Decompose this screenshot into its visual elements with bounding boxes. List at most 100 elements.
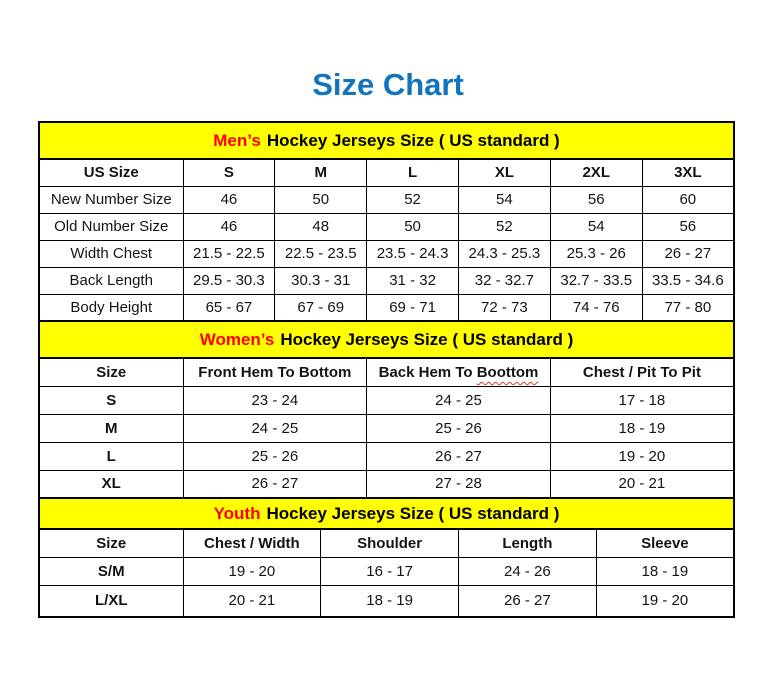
womens-column-header-2: Back Hem To Boottom [366, 357, 551, 387]
womens-cell-3-0: 26 - 27 [182, 469, 368, 499]
youth-cell-1-1: 18 - 19 [320, 584, 459, 618]
mens-cell-3-0: 29.5 - 30.3 [182, 266, 276, 295]
mens-cell-4-4: 74 - 76 [549, 293, 643, 322]
youth-row-label-0: S/M [38, 556, 184, 586]
youth-column-header-4: Sleeve [595, 528, 735, 558]
mens-cell-3-5: 33.5 - 34.6 [641, 266, 735, 295]
mens-cell-0-2: 52 [366, 185, 459, 214]
youth-column-header-3: Length [458, 528, 597, 558]
youth-column-header-0: Size [38, 528, 184, 558]
womens-cell-2-1: 26 - 27 [366, 441, 551, 471]
mens-row-3: Back Length 29.5 - 30.3 30.3 - 31 31 - 32 32… [38, 266, 735, 295]
youth-cell-0-0: 19 - 20 [182, 556, 322, 586]
mens-column-header-6: 3XL [641, 158, 735, 187]
mens-row-1: Old Number Size 46 48 50 52 54 56 [38, 212, 735, 241]
womens-row-3: XL 26 - 27 27 - 28 20 - 21 [38, 469, 735, 499]
mens-row-label-1: Old Number Size [38, 212, 184, 241]
womens-cell-0-2: 17 - 18 [549, 385, 735, 415]
mens-header-row: US Size S M L XL 2XL 3XL [38, 158, 735, 187]
womens-banner-highlight: Women’s [199, 329, 275, 349]
womens-cell-0-0: 23 - 24 [182, 385, 368, 415]
mens-column-header-0: US Size [38, 158, 184, 187]
mens-column-header-3: L [366, 158, 459, 187]
mens-cell-3-3: 32 - 32.7 [457, 266, 551, 295]
womens-row-label-0: S [38, 385, 184, 415]
mens-cell-0-4: 56 [549, 185, 643, 214]
mens-cell-0-1: 50 [274, 185, 368, 214]
womens-cell-1-0: 24 - 25 [182, 413, 368, 443]
mens-cell-4-1: 67 - 69 [274, 293, 368, 322]
mens-row-label-2: Width Chest [38, 239, 184, 268]
mens-row-label-4: Body Height [38, 293, 184, 322]
womens-cell-3-2: 20 - 21 [549, 469, 735, 499]
womens-banner-text: Hockey Jerseys Size ( US standard ) [280, 329, 574, 349]
womens-row-0: S 23 - 24 24 - 25 17 - 18 [38, 385, 735, 415]
womens-cell-2-2: 19 - 20 [549, 441, 735, 471]
womens-banner: Women’s Hockey Jerseys Size ( US standard… [38, 320, 735, 359]
mens-column-header-1: S [182, 158, 276, 187]
mens-cell-2-5: 26 - 27 [641, 239, 735, 268]
mens-banner-text: Hockey Jerseys Size ( US standard ) [266, 130, 560, 150]
youth-cell-0-2: 24 - 26 [458, 556, 597, 586]
youth-cell-1-0: 20 - 21 [182, 584, 322, 618]
womens-row-label-1: M [38, 413, 184, 443]
youth-cell-0-3: 18 - 19 [595, 556, 735, 586]
mens-banner-highlight: Men’s [213, 130, 261, 150]
mens-cell-3-1: 30.3 - 31 [274, 266, 368, 295]
mens-cell-1-0: 46 [182, 212, 276, 241]
page-title: Size Chart [312, 67, 464, 102]
womens-row-1: M 24 - 25 25 - 26 18 - 19 [38, 413, 735, 443]
mens-cell-4-2: 69 - 71 [366, 293, 459, 322]
youth-cell-1-3: 19 - 20 [595, 584, 735, 618]
womens-cell-1-1: 25 - 26 [366, 413, 551, 443]
youth-column-header-1: Chest / Width [182, 528, 322, 558]
womens-cell-0-1: 24 - 25 [366, 385, 551, 415]
mens-cell-2-3: 24.3 - 25.3 [457, 239, 551, 268]
mens-cell-0-0: 46 [182, 185, 276, 214]
womens-size-table: Size Front Hem To Bottom Back Hem To Boott… [38, 357, 735, 499]
womens-cell-3-1: 27 - 28 [366, 469, 551, 499]
youth-header-row: Size Chest / Width Shoulder Length Sleeve [38, 528, 735, 558]
youth-cell-0-1: 16 - 17 [320, 556, 459, 586]
size-chart-tables: Men’s Hockey Jerseys Size ( US standard )… [38, 121, 735, 618]
mens-cell-2-0: 21.5 - 22.5 [182, 239, 276, 268]
youth-column-header-2: Shoulder [320, 528, 459, 558]
mens-row-0: New Number Size 46 50 52 54 56 60 [38, 185, 735, 214]
mens-column-header-5: 2XL [549, 158, 643, 187]
mens-cell-4-5: 77 - 80 [641, 293, 735, 322]
mens-row-label-0: New Number Size [38, 185, 184, 214]
mens-cell-1-3: 52 [457, 212, 551, 241]
mens-row-4: Body Height 65 - 67 67 - 69 69 - 71 72 - 73 7… [38, 293, 735, 322]
youth-cell-1-2: 26 - 27 [458, 584, 597, 618]
youth-row-label-1: L/XL [38, 584, 184, 618]
womens-column-header-0: Size [38, 357, 184, 387]
youth-row-0: S/M 19 - 20 16 - 17 24 - 26 18 - 19 [38, 556, 735, 586]
mens-cell-1-4: 54 [549, 212, 643, 241]
mens-cell-4-0: 65 - 67 [182, 293, 276, 322]
womens-row-2: L 25 - 26 26 - 27 19 - 20 [38, 441, 735, 471]
mens-cell-2-4: 25.3 - 26 [549, 239, 643, 268]
mens-column-header-2: M [274, 158, 368, 187]
mens-cell-0-5: 60 [641, 185, 735, 214]
womens-column-header-3: Chest / Pit To Pit [549, 357, 735, 387]
youth-banner-highlight: Youth [213, 503, 261, 523]
womens-column-header-1: Front Hem To Bottom [182, 357, 368, 387]
mens-cell-2-1: 22.5 - 23.5 [274, 239, 368, 268]
womens-row-label-2: L [38, 441, 184, 471]
mens-cell-3-2: 31 - 32 [366, 266, 459, 295]
mens-cell-1-2: 50 [366, 212, 459, 241]
mens-cell-2-2: 23.5 - 24.3 [366, 239, 459, 268]
youth-banner-text: Hockey Jerseys Size ( US standard ) [266, 503, 560, 523]
mens-row-label-3: Back Length [38, 266, 184, 295]
mens-column-header-4: XL [457, 158, 551, 187]
youth-row-1: L/XL 20 - 21 18 - 19 26 - 27 19 - 20 [38, 584, 735, 618]
womens-header-row: Size Front Hem To Bottom Back Hem To Boott… [38, 357, 735, 387]
mens-row-2: Width Chest 21.5 - 22.5 22.5 - 23.5 23.5 - … [38, 239, 735, 268]
womens-cell-1-2: 18 - 19 [549, 413, 735, 443]
mens-cell-3-4: 32.7 - 33.5 [549, 266, 643, 295]
mens-cell-4-3: 72 - 73 [457, 293, 551, 322]
mens-cell-0-3: 54 [457, 185, 551, 214]
youth-banner: Youth Hockey Jerseys Size ( US standard ) [38, 497, 735, 530]
misspelled-word: Boottom [476, 363, 539, 381]
